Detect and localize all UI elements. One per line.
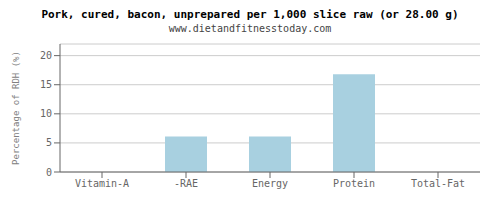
svg-text:0: 0 — [46, 167, 52, 178]
svg-text:Energy: Energy — [252, 178, 288, 189]
html-text:Pork, cured, bacon, unprepared: Pork, cured, bacon, unprepared per 1,000… — [41, 8, 459, 21]
svg-text:Vitamin-A: Vitamin-A — [75, 178, 129, 189]
svg-text:Protein: Protein — [333, 178, 375, 189]
html-text:www.dietandfitnesstoday.com: www.dietandfitnesstoday.com — [168, 23, 332, 34]
svg-text:15: 15 — [40, 79, 52, 90]
svg-text:-RAE: -RAE — [174, 178, 198, 189]
svg-text:Percentage of RDH (%): Percentage of RDH (%) — [11, 51, 21, 165]
svg-text:Total-Fat: Total-Fat — [411, 178, 465, 189]
svg-text:20: 20 — [40, 50, 52, 61]
svg-text:10: 10 — [40, 108, 52, 119]
svg-text:5: 5 — [46, 137, 52, 148]
